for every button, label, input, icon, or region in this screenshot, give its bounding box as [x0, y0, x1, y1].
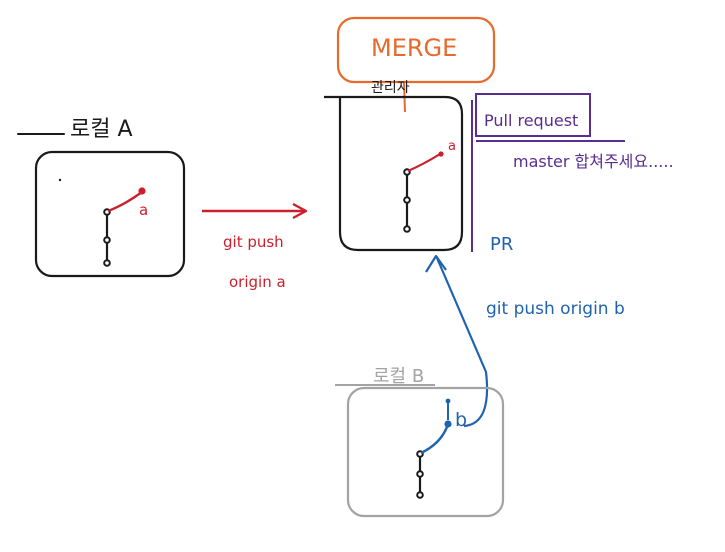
- push-b-group: PR git push origin b: [425, 234, 625, 428]
- local-b-repo-box: [346, 386, 505, 518]
- local-a-commit-mid: [103, 236, 111, 244]
- local-a-branch-a-curve: [107, 191, 143, 213]
- remote-repo-box: [324, 95, 464, 252]
- pr-label: PR: [490, 234, 513, 255]
- local-a-label: 로컬 A: [70, 117, 133, 142]
- local-b-label: 로컬 B: [373, 366, 424, 387]
- local-b-group: 로컬 B b: [335, 366, 505, 518]
- local-a-commit-a-label: a: [139, 201, 148, 219]
- master-note: master 합쳐주세요.....: [513, 152, 674, 171]
- local-b-commit-b-label: b: [455, 409, 467, 431]
- push-a-label-line1: git push: [223, 233, 284, 251]
- remote-commit-a-label: a: [448, 139, 456, 154]
- local-b-commit-bottom: [416, 491, 424, 499]
- local-b-commit-b: [444, 420, 452, 428]
- remote-commit-a: [438, 151, 444, 157]
- pull-request-box: [475, 93, 591, 137]
- stray-dot: [58, 178, 62, 182]
- pull-request-group: Pull request master 합쳐주세요.....: [471, 93, 674, 252]
- local-a-commit-bottom: [103, 259, 111, 267]
- push-a-label-line2: origin a: [229, 273, 286, 291]
- remote-commit-mid: [403, 196, 411, 204]
- remote-branch-a-curve: [407, 153, 441, 173]
- local-a-commit-a: [138, 187, 146, 195]
- push-b-label: git push origin b: [486, 299, 625, 319]
- push-a-group: git push origin a: [202, 202, 308, 291]
- local-a-group: 로컬 A a: [17, 117, 186, 278]
- merge-box: [336, 16, 496, 84]
- pull-request-label: Pull request: [484, 111, 578, 130]
- pr-arrow-curve: [435, 257, 489, 428]
- merge-label: MERGE: [371, 34, 457, 62]
- push-a-arrowhead: [292, 202, 308, 220]
- remote-group: MERGE 관리자 a: [324, 16, 496, 252]
- local-b-commit-mid: [416, 470, 424, 478]
- local-a-repo-box: [34, 150, 186, 278]
- remote-commit-bottom: [403, 225, 411, 233]
- pr-arrowhead: [425, 254, 447, 273]
- owner-label: 관리자: [371, 80, 410, 96]
- local-b-branch-b-curve: [420, 426, 449, 455]
